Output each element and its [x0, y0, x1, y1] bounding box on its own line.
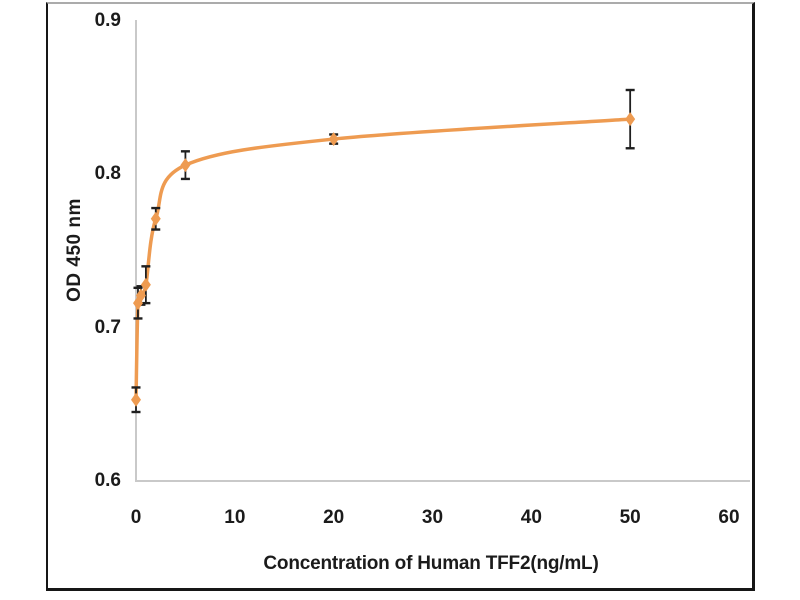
- data-point-marker: [625, 112, 636, 127]
- chart-frame: [46, 2, 755, 591]
- error-bars: [131, 88, 635, 414]
- data-point-marker: [140, 277, 151, 292]
- y-tick-label: 0.9: [94, 10, 121, 31]
- x-axis-title: Concentration of Human TFF2(ng/mL): [263, 553, 599, 574]
- x-tick-label: 60: [718, 507, 740, 528]
- y-tick-label: 0.7: [94, 316, 121, 338]
- data-point-marker: [180, 158, 191, 173]
- x-tick-label: 30: [421, 507, 444, 528]
- x-tick-label: 0: [130, 507, 142, 528]
- series-curve: [134, 117, 632, 402]
- x-tick-label: 50: [619, 507, 641, 528]
- y-tick-label: 0.8: [94, 163, 121, 185]
- data-point-marker: [328, 132, 339, 147]
- data-point-marker: [131, 392, 141, 407]
- x-tick-label: 40: [520, 507, 542, 528]
- x-tick-label: 20: [323, 507, 345, 528]
- data-point-markers: [131, 112, 636, 407]
- data-point-marker: [135, 288, 146, 303]
- data-point-marker: [150, 211, 161, 226]
- x-tick-label: 10: [224, 507, 246, 528]
- y-tick-label: 0.6: [94, 470, 121, 491]
- y-axis-title: OD 450 nm: [64, 198, 85, 302]
